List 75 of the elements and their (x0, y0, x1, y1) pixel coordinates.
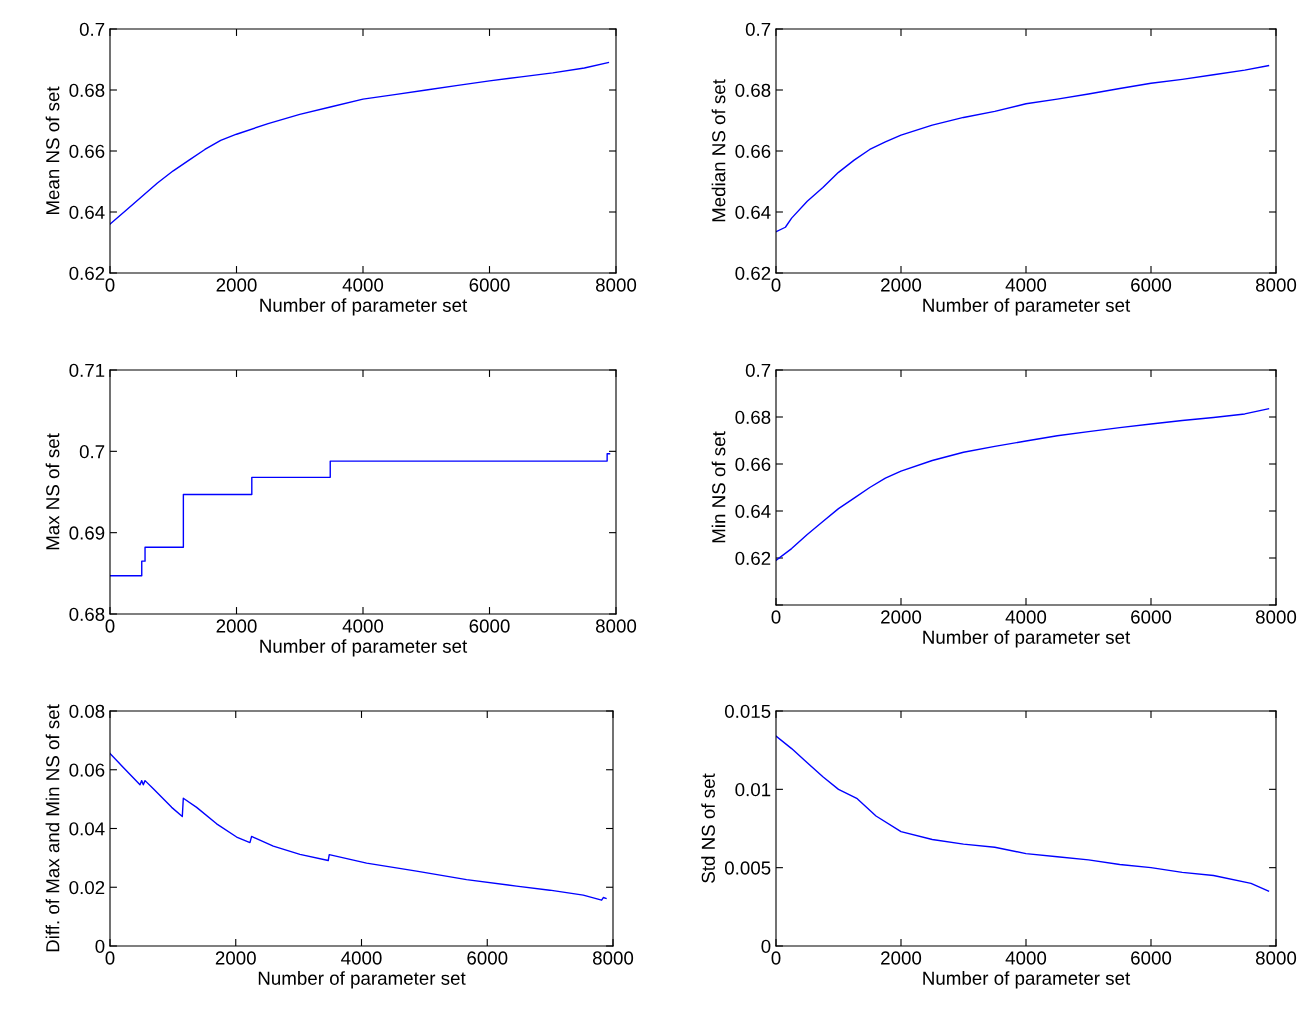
y-tick-label: 0.7 (745, 22, 771, 36)
x-tick-label: 0 (771, 610, 781, 624)
x-axis-title: Number of parameter set (923, 298, 1131, 316)
y-tick-label: 0.68 (69, 607, 105, 621)
x-tick-label: 6000 (469, 278, 510, 292)
x-tick-label: 0 (771, 278, 781, 292)
y-tick-label: 0.01 (735, 783, 771, 797)
x-tick-label: 0 (105, 278, 115, 292)
x-tick-label: 6000 (469, 619, 510, 633)
x-tick-label: 6000 (1131, 951, 1172, 965)
y-tick-label: 0.64 (69, 205, 105, 219)
y-tick-label: 0.64 (735, 205, 771, 219)
x-tick-label: 0 (105, 619, 115, 633)
line-series (776, 64, 1270, 233)
line-series (776, 735, 1270, 892)
y-axis-title: Median NS of set (711, 79, 726, 222)
y-tick-label: 0.04 (69, 822, 105, 836)
y-tick-label: 0.68 (69, 83, 105, 97)
y-tick-label: 0.005 (724, 861, 771, 875)
y-tick-label: 0.62 (735, 551, 771, 565)
x-tick-label: 2000 (216, 278, 257, 292)
line-series (110, 61, 610, 225)
x-tick-label: 4000 (341, 951, 382, 965)
x-tick-label: 4000 (1005, 278, 1047, 292)
y-tick-label: 0.62 (735, 266, 771, 280)
y-axis-title: Mean NS of set (45, 86, 60, 215)
x-axis-title: Number of parameter set (260, 298, 468, 316)
x-tick-label: 4000 (342, 619, 384, 633)
y-tick-label: 0.7 (745, 363, 771, 377)
y-tick-label: 0.08 (69, 704, 105, 718)
y-tick-label: 0.7 (79, 22, 105, 36)
x-tick-label: 2000 (881, 610, 922, 624)
x-axis-title: Number of parameter set (923, 971, 1131, 989)
y-tick-label: 0 (95, 939, 105, 953)
x-tick-label: 8000 (1255, 278, 1297, 292)
y-tick-label: 0.66 (735, 457, 771, 471)
x-tick-label: 8000 (1255, 610, 1297, 624)
x-axis-title: Number of parameter set (258, 971, 466, 989)
x-tick-label: 2000 (216, 619, 257, 633)
y-tick-label: 0.64 (735, 504, 771, 518)
x-tick-label: 6000 (467, 951, 508, 965)
x-tick-label: 6000 (1131, 278, 1172, 292)
y-tick-label: 0.71 (69, 363, 105, 377)
x-axis-title: Number of parameter set (923, 630, 1131, 648)
y-tick-label: 0.66 (69, 144, 105, 158)
line-series (110, 752, 607, 901)
y-axis-title: Std NS of set (701, 773, 715, 883)
x-tick-label: 8000 (1255, 951, 1297, 965)
y-tick-label: 0.7 (79, 445, 105, 459)
y-tick-label: 0.66 (735, 144, 771, 158)
y-axis-title: Min NS of set (711, 431, 726, 543)
x-tick-label: 8000 (595, 278, 637, 292)
x-tick-label: 8000 (592, 951, 634, 965)
x-tick-label: 2000 (215, 951, 256, 965)
y-tick-label: 0 (761, 939, 771, 953)
x-tick-label: 2000 (881, 951, 922, 965)
y-tick-label: 0.015 (724, 704, 771, 718)
y-tick-label: 0.02 (69, 880, 105, 895)
y-tick-label: 0.68 (735, 410, 771, 424)
x-tick-label: 4000 (1005, 951, 1047, 965)
x-tick-label: 8000 (595, 619, 637, 633)
x-tick-label: 0 (105, 951, 115, 965)
y-tick-label: 0.62 (69, 266, 105, 280)
y-tick-label: 0.06 (69, 763, 105, 777)
x-axis-title: Number of parameter set (260, 639, 468, 657)
y-tick-label: 0.69 (69, 526, 105, 540)
y-axis-title: Diff. of Max and Min NS of set (45, 704, 60, 952)
x-tick-label: 0 (771, 951, 781, 965)
line-series (776, 408, 1270, 562)
x-tick-label: 6000 (1131, 610, 1172, 624)
y-tick-label: 0.68 (735, 83, 771, 97)
x-tick-label: 4000 (1005, 610, 1047, 624)
y-axis-title: Max NS of set (45, 433, 60, 550)
x-tick-label: 4000 (342, 278, 384, 292)
x-tick-label: 2000 (881, 278, 922, 292)
